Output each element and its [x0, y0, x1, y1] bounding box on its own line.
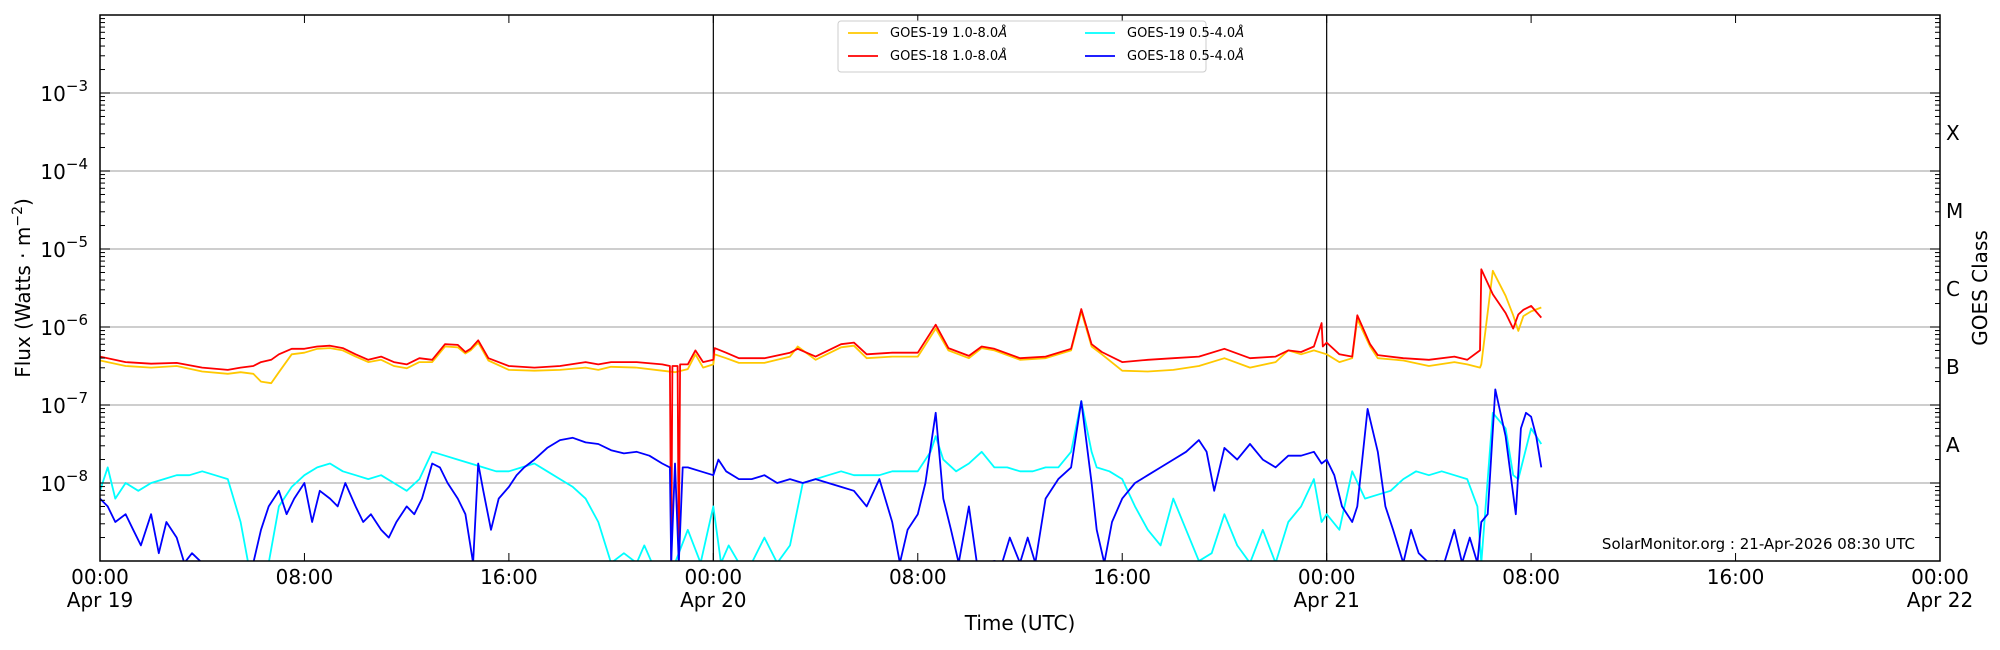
x-tick-time: 16:00	[1707, 565, 1765, 589]
legend: GOES-19 1.0-8.0Å GOES-18 1.0-8.0Å GOES-19 …	[837, 20, 1244, 73]
y-tick-label: 10−5	[40, 233, 88, 262]
series-line-2	[100, 400, 1543, 561]
goes-class-X: X	[1946, 121, 1960, 145]
y-tick-label: 10−8	[40, 467, 88, 496]
legend-label: GOES-19 1.0-8.0Å	[890, 25, 1007, 41]
goes-class-A: A	[1946, 433, 1960, 457]
x-tick-date: Apr 22	[1907, 588, 1973, 612]
x-tick-time: 08:00	[1502, 565, 1560, 589]
x-tick-time: 00:00	[71, 565, 129, 589]
legend-label: GOES-19 0.5-4.0Å	[1127, 25, 1244, 41]
goes-class-M: M	[1946, 199, 1963, 223]
credit-text: SolarMonitor.org : 21-Apr-2026 08:30 UTC	[1602, 535, 1915, 553]
x-tick-date: Apr 19	[67, 588, 133, 612]
goes-class-C: C	[1946, 277, 1960, 301]
y-axis-ticks: 10−3 10−4 10−5 10−6 10−7 10−8	[40, 18, 1940, 562]
y-tick-label: 10−7	[40, 389, 88, 418]
y-tick-label: 10−6	[40, 311, 88, 340]
goes-class-B: B	[1946, 355, 1960, 379]
plot-frame	[99, 14, 1941, 562]
y-axis-title: Flux (Watts · m−2)	[10, 198, 35, 378]
y-tick-label: 10−3	[40, 77, 88, 106]
legend-label: GOES-18 0.5-4.0Å	[1127, 48, 1244, 64]
series-line-3	[100, 388, 1543, 561]
goes-class-labels: X M C B A	[1946, 121, 1963, 457]
series-line-1	[100, 268, 1542, 561]
data-series-group	[100, 268, 1543, 561]
day-separator-lines	[712, 15, 1328, 561]
y-axis-right-title: GOES Class	[1968, 230, 1992, 346]
horizontal-gridlines	[100, 92, 1940, 484]
x-tick-date: Apr 20	[680, 588, 746, 612]
x-tick-time: 08:00	[276, 565, 334, 589]
x-tick-time: 00:00	[1298, 565, 1356, 589]
x-tick-date: Apr 21	[1293, 588, 1359, 612]
x-tick-time: 16:00	[480, 565, 538, 589]
x-axis-title: Time (UTC)	[964, 611, 1076, 635]
x-tick-time: 00:00	[685, 565, 743, 589]
y-tick-label: 10−4	[40, 155, 88, 184]
x-tick-time: 08:00	[889, 565, 947, 589]
x-tick-time: 00:00	[1911, 565, 1969, 589]
x-tick-time: 16:00	[1093, 565, 1151, 589]
legend-label: GOES-18 1.0-8.0Å	[890, 48, 1007, 64]
